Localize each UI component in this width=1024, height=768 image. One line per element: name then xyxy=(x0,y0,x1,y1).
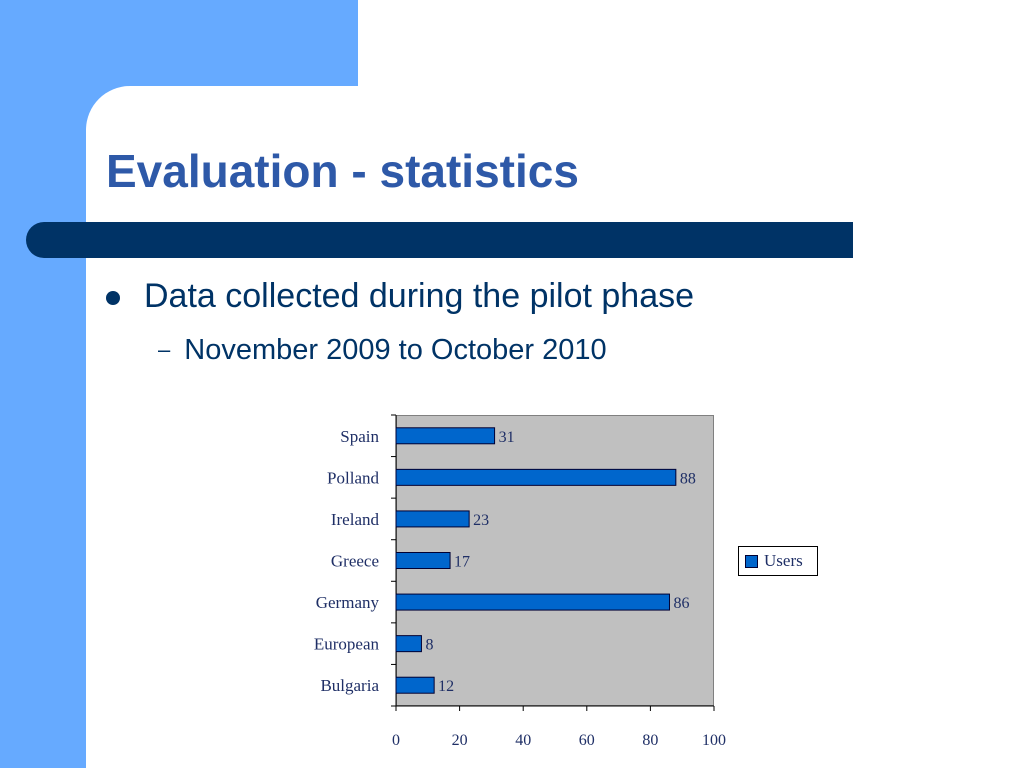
category-label: Greece xyxy=(331,552,379,571)
bar-polland xyxy=(395,468,677,486)
bullet-dot-icon xyxy=(106,291,120,305)
content-panel-corner xyxy=(86,86,174,174)
category-label: Germany xyxy=(316,593,380,612)
bar-spain xyxy=(395,427,496,445)
x-tick-label: 60 xyxy=(579,732,595,749)
data-label: 12 xyxy=(438,678,454,695)
category-label: Polland xyxy=(327,468,379,487)
data-label: 17 xyxy=(454,554,470,571)
chart-legend: Users xyxy=(738,546,818,576)
bar-bulgaria xyxy=(395,676,435,694)
data-label: 8 xyxy=(425,637,433,654)
x-tick-label: 0 xyxy=(392,732,400,749)
x-tick-label: 100 xyxy=(702,732,726,749)
x-tick-label: 80 xyxy=(642,732,658,749)
legend-swatch-users xyxy=(745,554,758,568)
legend-label-users: Users xyxy=(764,551,803,570)
sub-bullet-dash: – xyxy=(158,337,171,362)
x-tick-label: 40 xyxy=(515,732,531,749)
background-accent-left xyxy=(0,0,86,768)
bar-greece xyxy=(395,552,451,569)
plot-area xyxy=(396,415,714,706)
slide-title: Evaluation - statistics xyxy=(106,145,579,197)
data-label: 31 xyxy=(499,429,515,446)
bullet-text: Data collected during the pilot phase xyxy=(144,276,695,315)
category-label: Ireland xyxy=(331,510,380,529)
category-label: Bulgaria xyxy=(320,676,379,695)
background-accent-top xyxy=(0,0,358,86)
sub-bullet-text: November 2009 to October 2010 xyxy=(184,333,607,366)
data-label: 23 xyxy=(473,512,489,529)
category-label: European xyxy=(314,635,380,654)
category-label: Spain xyxy=(340,427,379,446)
bullet-item: Data collected during the pilot phase xyxy=(106,276,694,316)
bar-ireland xyxy=(395,510,470,528)
x-tick-label: 20 xyxy=(452,732,468,749)
sub-bullet-item: – November 2009 to October 2010 xyxy=(158,332,607,368)
title-underline-bar xyxy=(26,222,853,258)
data-label: 86 xyxy=(673,595,689,612)
bar-european xyxy=(395,635,422,653)
data-label: 88 xyxy=(680,470,696,487)
bar-germany xyxy=(395,593,670,611)
